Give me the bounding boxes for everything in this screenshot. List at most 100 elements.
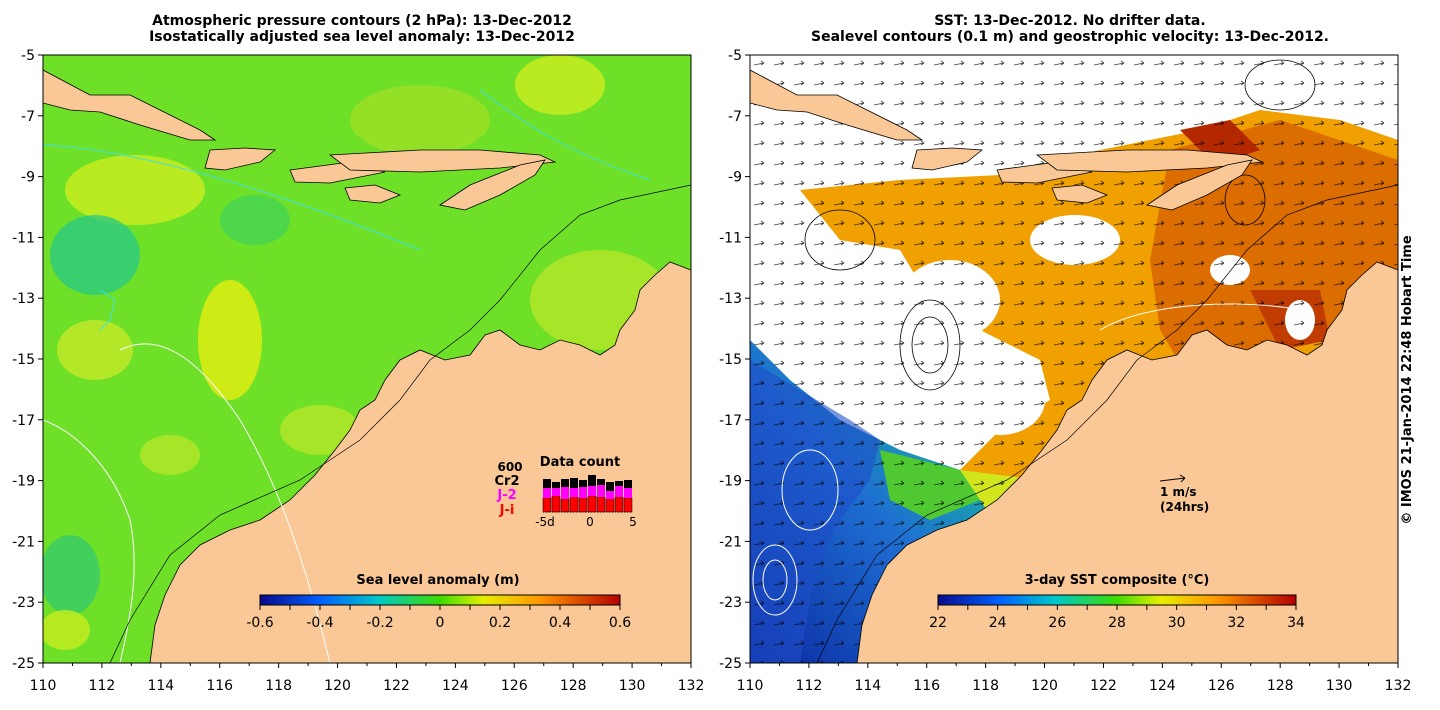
y-tick-label: -15	[719, 352, 742, 368]
java-island	[750, 69, 924, 141]
y-tick-label: -21	[719, 534, 742, 550]
data-count-bar-cr2	[606, 482, 614, 491]
anomaly-low	[50, 215, 140, 295]
y-tick-label: -9	[21, 170, 35, 186]
series-label-j2: J-2	[496, 488, 516, 503]
data-count-bar-cr2	[552, 482, 560, 488]
left-colorbar-ticks: -0.6 -0.4 -0.2 0 0.2 0.4 0.6	[246, 605, 631, 631]
x-tick-label: 128	[560, 678, 587, 694]
bali-lombok-island	[911, 147, 984, 171]
y-tick-label: -25	[719, 656, 742, 672]
x-tick-label: 120	[324, 678, 351, 694]
anomaly-high	[198, 280, 262, 400]
x-tick-label: 124	[442, 678, 469, 694]
data-count-bar-cr2	[561, 479, 569, 487]
timor-island	[438, 159, 546, 211]
data-count-bar-ji	[578, 497, 588, 513]
x-tick-label: 130	[619, 678, 646, 694]
y-tick-label: -11	[12, 230, 35, 246]
colorbar-tick-label: 0.2	[489, 615, 511, 631]
flores-island	[1035, 149, 1264, 173]
right-map	[750, 55, 1398, 663]
x-tick-label: 126	[501, 678, 528, 694]
pressure-contour	[119, 343, 331, 663]
x-tick-label: 116	[206, 678, 233, 694]
x-tick-label: 118	[265, 678, 292, 694]
right-colorbar: 3-day SST composite (°C) 22 24 26 28 30 32 34	[929, 573, 1305, 631]
left-y-axis: -5 -7 -9 -11 -13 -15 -17 -19 -21 -23 -25	[12, 48, 43, 672]
y-tick-label: -17	[719, 413, 742, 429]
sealevel-contour-eddy	[1224, 174, 1266, 226]
series-label-cr2: Cr2	[495, 474, 520, 489]
y-tick-label: -5	[21, 48, 35, 64]
anomaly-high	[57, 320, 133, 380]
velocity-scale: 1 m/s (24hrs)	[1159, 474, 1209, 514]
left-title-line1: Atmospheric pressure contours (2 hPa): 1…	[152, 13, 572, 29]
y-tick-label: -21	[12, 534, 35, 550]
left-title-line2: Isostatically adjusted sea level anomaly…	[149, 29, 575, 45]
x-tick-label: 132	[1385, 678, 1412, 694]
x-tick-label: 116	[913, 678, 940, 694]
x-tick-label: 122	[1090, 678, 1117, 694]
data-count-bar-cr2	[615, 481, 623, 486]
data-count-bar-ji	[569, 496, 579, 513]
colorbar-tick-label: 0	[436, 615, 445, 631]
pressure-contour	[99, 289, 116, 331]
anomaly-low	[220, 195, 290, 245]
x-tick-label: 110	[737, 678, 764, 694]
data-count-bar-j2	[597, 485, 605, 497]
data-count-bar-j2	[552, 488, 560, 496]
x-tick-label: 124	[1149, 678, 1176, 694]
series-label-ji: J-i	[499, 503, 515, 518]
data-count-scale-label: 600	[497, 460, 522, 474]
left-colorbar: Sea level anomaly (m) -0.6 -0.4 -0.2 0 0.2 0.…	[246, 573, 631, 631]
right-colorbar-gradient	[937, 594, 1297, 606]
x-tick-label: 130	[1326, 678, 1353, 694]
sealevel-contour-eddy	[781, 449, 839, 531]
data-count-bar-ji	[587, 495, 597, 513]
data-count-bar-cr2	[570, 478, 578, 488]
right-y-axis: -5 -7 -9 -11 -13 -15 -17 -19 -21 -23 -25	[719, 48, 750, 672]
data-count-bar-cr2	[588, 475, 596, 486]
data-count-bar-j2	[543, 488, 551, 498]
x-tick-label: 112	[796, 678, 823, 694]
x-tick-label: 120	[1031, 678, 1058, 694]
anomaly-high	[140, 435, 200, 475]
data-count-bar-j2	[615, 486, 623, 497]
velocity-scale-note: (24hrs)	[1160, 500, 1209, 514]
sealevel-contour-eddy	[762, 559, 788, 601]
right-colorbar-ticks: 22 24 26 28 30 32 34	[929, 605, 1305, 631]
colorbar-tick-label: -0.4	[306, 615, 333, 631]
y-tick-label: -9	[728, 170, 742, 186]
sealevel-contour-eddy	[752, 544, 798, 616]
australia-landmass	[856, 261, 1398, 663]
isobath-line	[816, 184, 1398, 663]
data-count-title: Data count	[540, 455, 620, 470]
y-tick-label: -7	[21, 109, 35, 125]
right-x-axis: 110 112 114 116 118 120 122 124 126 128 130 132	[737, 663, 1412, 694]
isobath-line	[109, 184, 691, 663]
data-count-bar-cr2	[579, 480, 587, 487]
colorbar-tick-label: 32	[1227, 615, 1245, 631]
left-colorbar-gradient	[259, 594, 621, 606]
data-count-bar-ji	[614, 496, 624, 513]
right-colorbar-label: 3-day SST composite (°C)	[1025, 573, 1210, 588]
x-tick-label: 132	[678, 678, 705, 694]
colorbar-tick-label: 0.4	[549, 615, 571, 631]
colorbar-tick-label: 26	[1048, 615, 1066, 631]
colorbar-tick-label: -0.2	[366, 615, 393, 631]
data-count-bar-ji	[551, 495, 561, 513]
x-tick-label: 110	[30, 678, 57, 694]
timor-island	[1145, 159, 1253, 211]
anomaly-high	[350, 85, 490, 155]
y-tick-label: -13	[12, 291, 35, 307]
y-tick-label: -17	[12, 413, 35, 429]
y-tick-label: -23	[719, 595, 742, 611]
anomaly-high	[280, 405, 360, 455]
velocity-scale-arrow	[1159, 474, 1186, 483]
anomaly-low	[43, 535, 100, 615]
colorbar-tick-label: 24	[989, 615, 1007, 631]
y-tick-label: -15	[12, 352, 35, 368]
data-count-bar-j2	[570, 488, 578, 497]
